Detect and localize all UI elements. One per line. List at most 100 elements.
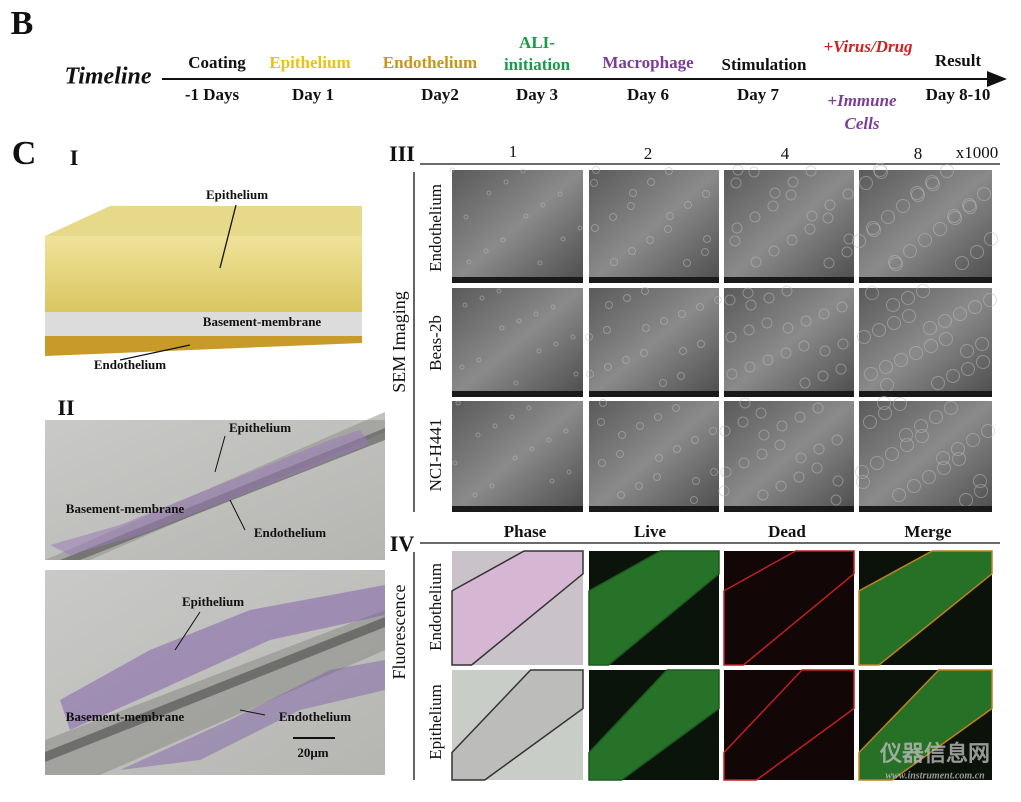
sem-texture xyxy=(924,339,938,353)
sem-texture xyxy=(605,301,613,309)
sem-texture xyxy=(598,459,606,467)
sem-texture xyxy=(970,245,984,259)
sem-texture xyxy=(492,423,498,429)
stage-time: +Immune xyxy=(827,91,897,110)
sem-texture xyxy=(786,234,798,246)
image-label: Endothelium xyxy=(279,709,351,724)
sem-texture xyxy=(975,337,989,351)
sem-texture xyxy=(916,284,930,298)
fluorescence-image xyxy=(724,670,854,780)
image-label: Basement-membrane xyxy=(66,501,185,516)
histology-image xyxy=(45,570,385,775)
sem-texture xyxy=(775,480,787,492)
sem-texture xyxy=(550,304,556,310)
sem-texture xyxy=(743,324,755,336)
stage-time: Day 1 xyxy=(292,85,334,104)
sem-texture xyxy=(666,212,674,220)
column-label: 1 xyxy=(509,142,518,161)
part-label: II xyxy=(57,395,74,420)
sem-texture xyxy=(843,233,855,245)
sem-texture xyxy=(769,187,781,199)
group-label: Fluorescence xyxy=(389,585,409,680)
sem-texture xyxy=(936,451,950,465)
sem-texture xyxy=(798,340,810,352)
sem-texture xyxy=(629,189,637,197)
sem-texture xyxy=(865,286,879,300)
sem-texture xyxy=(513,380,519,386)
sem-texture xyxy=(483,248,489,254)
sem-texture xyxy=(937,461,951,475)
sem-texture xyxy=(901,291,915,305)
sem-texture xyxy=(592,166,600,174)
sem-texture xyxy=(774,439,786,451)
sem-texture xyxy=(946,369,960,383)
sem-texture xyxy=(732,164,744,176)
sem-texture xyxy=(486,190,492,196)
sem-texture xyxy=(836,301,848,313)
sem-texture xyxy=(892,488,906,502)
sem-texture xyxy=(512,455,518,461)
sem-texture xyxy=(755,407,767,419)
sem-texture xyxy=(647,178,655,186)
sem-texture xyxy=(523,213,529,219)
column-label: Merge xyxy=(904,522,952,541)
sem-info-bar xyxy=(859,506,992,512)
sem-texture xyxy=(841,246,853,258)
tube-band xyxy=(723,669,855,781)
sem-texture xyxy=(888,255,902,269)
sem-texture xyxy=(684,201,692,209)
sem-texture xyxy=(944,401,958,415)
sem-texture xyxy=(813,443,825,455)
sem-texture xyxy=(940,164,954,178)
sem-texture xyxy=(718,485,730,497)
sem-texture xyxy=(616,450,624,458)
sem-texture xyxy=(719,425,731,437)
sem-texture xyxy=(617,491,625,499)
stage-name: Epithelium xyxy=(269,53,350,72)
sem-texture xyxy=(659,379,667,387)
sem-texture xyxy=(857,330,871,344)
sem-texture xyxy=(794,411,806,423)
stage-name: Stimulation xyxy=(721,55,807,74)
sem-image xyxy=(724,401,854,512)
sem-texture xyxy=(636,422,644,430)
sem-texture xyxy=(641,287,649,295)
stage-name: Endothelium xyxy=(383,53,477,72)
sem-texture xyxy=(691,436,699,444)
sem-image xyxy=(859,170,992,283)
sem-info-bar xyxy=(589,506,719,512)
sem-texture xyxy=(977,187,991,201)
stage-name: +Virus/Drug xyxy=(823,37,913,56)
sem-texture xyxy=(742,287,754,299)
sem-image-grid xyxy=(449,163,998,512)
sem-info-bar xyxy=(859,277,992,283)
sem-texture xyxy=(799,377,811,389)
sem-texture xyxy=(660,317,668,325)
sem-texture xyxy=(570,334,576,340)
sem-texture xyxy=(881,210,895,224)
sem-texture xyxy=(819,345,831,357)
sem-texture xyxy=(963,200,977,214)
sem-texture xyxy=(867,223,881,237)
sem-texture xyxy=(914,419,928,433)
sem-texture xyxy=(677,372,685,380)
sem-texture xyxy=(767,200,779,212)
sem-texture xyxy=(785,189,797,201)
sem-info-bar xyxy=(452,391,583,397)
sem-texture xyxy=(725,331,737,343)
sem-texture xyxy=(683,259,691,267)
sem-texture xyxy=(885,447,899,461)
sem-texture xyxy=(947,209,961,223)
sem-texture xyxy=(800,315,812,327)
sem-texture xyxy=(726,368,738,380)
sem-texture xyxy=(664,225,672,233)
sem-texture xyxy=(974,484,988,498)
sem-texture xyxy=(889,257,903,271)
tube-band xyxy=(588,669,720,781)
sem-texture xyxy=(768,245,780,257)
sem-texture xyxy=(824,199,836,211)
sem-texture xyxy=(758,429,770,441)
part-label: IV xyxy=(390,531,415,556)
sem-texture xyxy=(757,489,769,501)
histology-image xyxy=(45,412,385,560)
